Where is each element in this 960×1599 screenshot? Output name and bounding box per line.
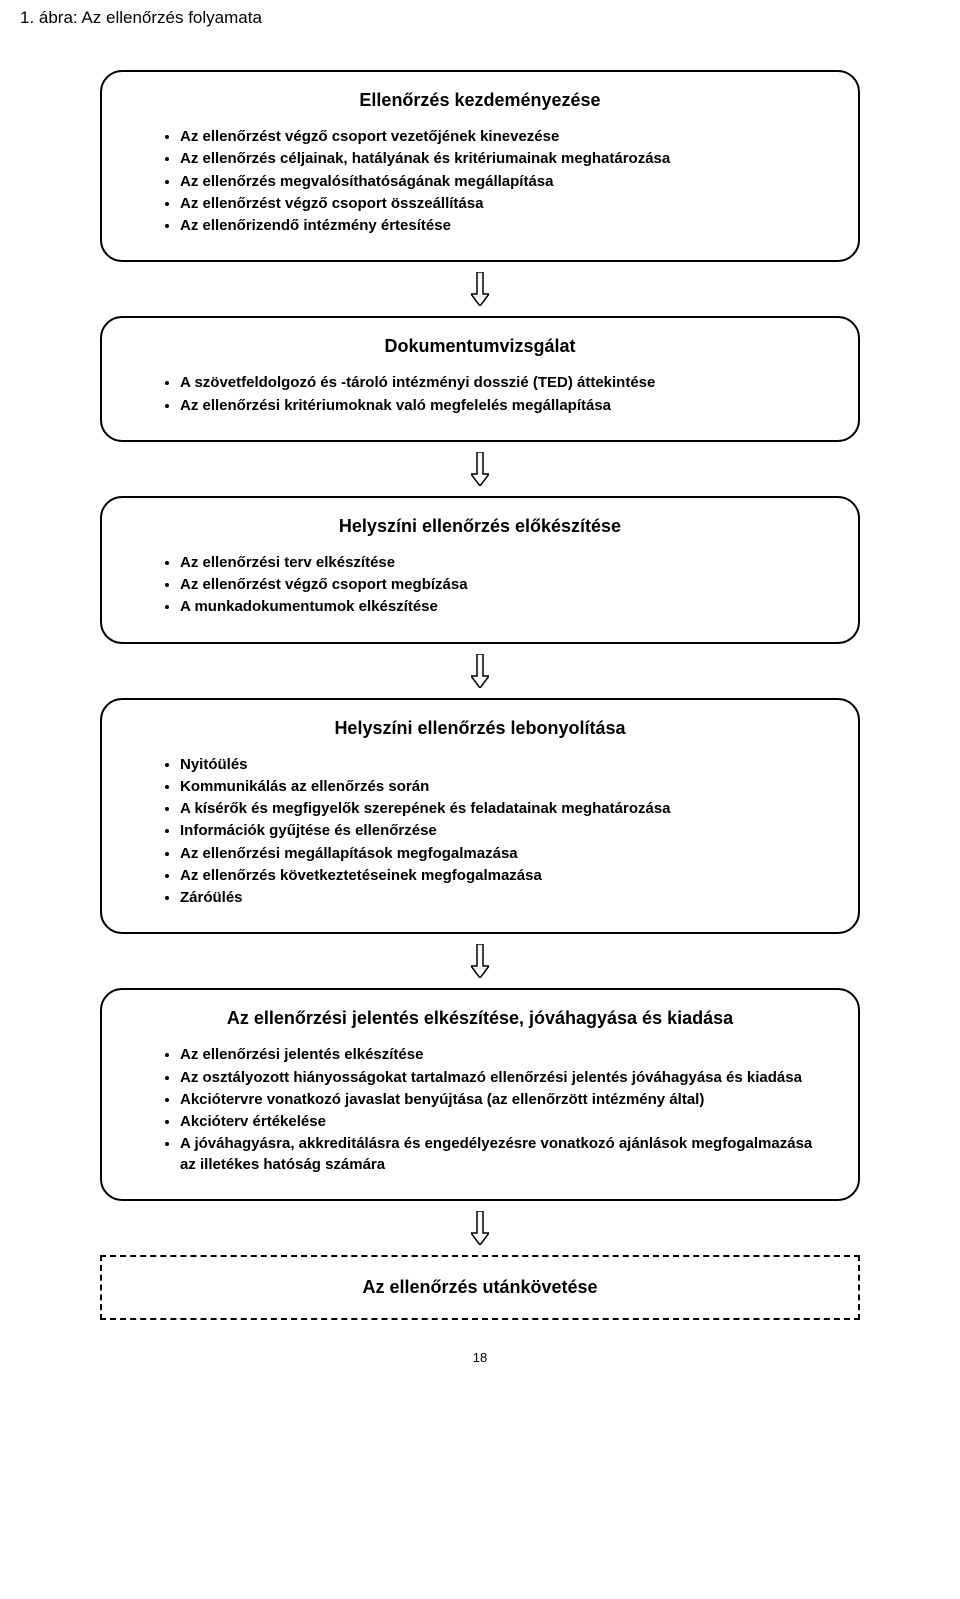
arrow-down-icon	[471, 262, 489, 316]
box-title: Helyszíni ellenőrzés lebonyolítása	[132, 718, 828, 739]
box-list: Az ellenőrzést végző csoport vezetőjének…	[132, 127, 828, 236]
list-item: Kommunikálás az ellenőrzés során	[180, 777, 828, 797]
box-list: Az ellenőrzési terv elkészítése Az ellen…	[132, 553, 828, 618]
list-item: Az ellenőrzési megállapítások megfogalma…	[180, 844, 828, 864]
box-title: Ellenőrzés kezdeményezése	[132, 90, 828, 111]
list-item: Információk gyűjtése és ellenőrzése	[180, 821, 828, 841]
box-title: Az ellenőrzési jelentés elkészítése, jóv…	[132, 1008, 828, 1029]
arrow-down-icon	[471, 934, 489, 988]
arrow-down-icon	[471, 1201, 489, 1255]
list-item: Záróülés	[180, 888, 828, 908]
list-item: Az ellenőrzés céljainak, hatályának és k…	[180, 149, 828, 169]
list-item: A kísérők és megfigyelők szerepének és f…	[180, 799, 828, 819]
list-item: Akcióterv értékelése	[180, 1112, 828, 1132]
flow-box-final: Az ellenőrzés utánkövetése	[100, 1255, 860, 1320]
box-list: A szövetfeldolgozó és -tároló intézményi…	[132, 373, 828, 416]
box-list: Nyitóülés Kommunikálás az ellenőrzés sor…	[132, 755, 828, 909]
list-item: Akciótervre vonatkozó javaslat benyújtás…	[180, 1090, 828, 1110]
list-item: Az ellenőrzési kritériumoknak való megfe…	[180, 396, 828, 416]
flow-box-3: Helyszíni ellenőrzés előkészítése Az ell…	[100, 496, 860, 644]
list-item: Az ellenőrzést végző csoport összeállítá…	[180, 194, 828, 214]
list-item: Az ellenőrizendő intézmény értesítése	[180, 216, 828, 236]
list-item: Az ellenőrzés következtetéseinek megfoga…	[180, 866, 828, 886]
list-item: A szövetfeldolgozó és -tároló intézményi…	[180, 373, 828, 393]
arrow-down-icon	[471, 442, 489, 496]
list-item: Az osztályozott hiányosságokat tartalmaz…	[180, 1068, 828, 1088]
figure-caption: 1. ábra: Az ellenőrzés folyamata	[20, 8, 920, 28]
list-item: A jóváhagyásra, akkreditálásra és engedé…	[180, 1134, 828, 1175]
list-item: Az ellenőrzés megvalósíthatóságának megá…	[180, 172, 828, 192]
box-title: Dokumentumvizsgálat	[132, 336, 828, 357]
list-item: Az ellenőrzési jelentés elkészítése	[180, 1045, 828, 1065]
page-number: 18	[40, 1350, 920, 1365]
flow-box-1: Ellenőrzés kezdeményezése Az ellenőrzést…	[100, 70, 860, 262]
arrow-down-icon	[471, 644, 489, 698]
list-item: Az ellenőrzést végző csoport megbízása	[180, 575, 828, 595]
box-list: Az ellenőrzési jelentés elkészítése Az o…	[132, 1045, 828, 1175]
list-item: Az ellenőrzést végző csoport vezetőjének…	[180, 127, 828, 147]
flow-box-2: Dokumentumvizsgálat A szövetfeldolgozó é…	[100, 316, 860, 442]
list-item: A munkadokumentumok elkészítése	[180, 597, 828, 617]
box-title: Helyszíni ellenőrzés előkészítése	[132, 516, 828, 537]
flow-box-5: Az ellenőrzési jelentés elkészítése, jóv…	[100, 988, 860, 1201]
flowchart: Ellenőrzés kezdeményezése Az ellenőrzést…	[40, 70, 920, 1320]
flow-box-4: Helyszíni ellenőrzés lebonyolítása Nyitó…	[100, 698, 860, 935]
list-item: Az ellenőrzési terv elkészítése	[180, 553, 828, 573]
list-item: Nyitóülés	[180, 755, 828, 775]
box-title: Az ellenőrzés utánkövetése	[132, 1277, 828, 1298]
